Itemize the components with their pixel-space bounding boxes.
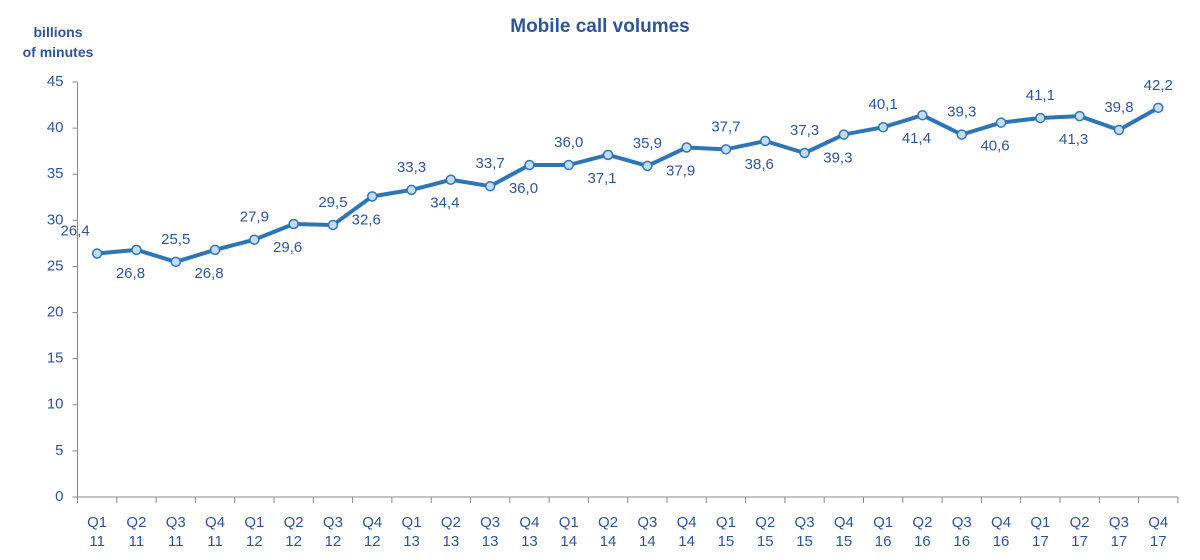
x-tick-label: Q4 14 [676,514,697,550]
data-label: 38,6 [745,156,774,173]
data-label: 41,1 [1026,87,1055,104]
data-label: 32,6 [352,211,381,228]
marker [209,244,221,256]
data-label: 37,3 [790,122,819,139]
marker [1153,102,1164,114]
x-tick-label: Q4 11 [205,514,226,550]
data-label: 39,3 [823,150,852,167]
data-label: 39,3 [947,104,976,121]
x-tick-label: Q3 12 [322,514,343,550]
x-tick-label: Q3 14 [637,514,658,550]
x-tick-label: Q2 16 [912,514,933,550]
marker [760,135,771,147]
marker [681,142,692,153]
y-tick-label: 25 [47,257,64,274]
y-tick-label: 20 [47,304,64,321]
marker [131,244,142,256]
data-label: 36,0 [554,134,583,151]
x-tick-label: Q4 13 [519,514,540,550]
marker [917,109,928,121]
marker [367,191,378,202]
x-tick-label: Q3 11 [165,514,186,550]
data-label: 41,4 [902,130,931,147]
data-label: 25,5 [161,231,190,248]
marker [249,234,260,245]
x-tick-label: Q4 16 [991,514,1012,550]
marker [524,159,535,171]
y-tick-label: 35 [47,165,64,182]
data-label: 37,9 [666,162,695,179]
x-tick-label: Q1 11 [87,514,108,550]
marker [406,184,417,196]
marker [995,117,1007,128]
marker [956,129,967,140]
x-tick-label: Q3 17 [1108,514,1129,550]
x-tick-label: Q4 15 [833,514,854,550]
data-label: 33,3 [397,159,426,176]
y-tick-label: 5 [55,442,63,459]
x-tick-label: Q2 11 [126,514,147,550]
marker [170,256,181,268]
y-tick-label: 10 [47,396,64,413]
line [96,106,1160,264]
y-tick-label: 40 [47,119,64,136]
marker [91,248,103,259]
data-label: 26,4 [61,223,90,240]
y-tick-label: 15 [47,350,64,367]
x-tick-label: Q3 16 [951,514,972,550]
marker [327,219,339,231]
x-tick-label: Q1 14 [558,514,579,550]
data-label: 40,6 [980,138,1009,155]
data-label: 40,1 [869,96,898,113]
x-tick-label: Q4 12 [362,514,383,550]
x-tick-label: Q1 15 [715,514,736,550]
y-tick-label: 45 [47,73,64,90]
x-tick-label: Q2 15 [755,514,776,550]
data-label: 34,4 [430,195,459,212]
y-tick-label: 30 [47,211,64,228]
marker [720,144,732,155]
data-label: 41,3 [1059,131,1088,148]
x-tick-label: Q1 12 [244,514,265,550]
data-label: 37,1 [587,170,616,187]
y-axis-label: billions of minutes [22,24,94,60]
data-label: 39,8 [1104,99,1133,116]
data-label: 29,5 [318,194,347,211]
marker [642,160,653,172]
x-tick-label: Q2 17 [1069,514,1090,550]
marker [1035,112,1046,124]
data-label: 35,9 [633,135,662,152]
x-tick-label: Q3 15 [794,514,815,550]
marker [445,174,457,186]
x-tick-label: Q2 14 [598,514,619,550]
x-tick-label: Q2 13 [440,514,461,550]
x-tick-label: Q3 13 [480,514,501,550]
chart-title: Mobile call volumes [510,16,690,37]
data-label: 29,6 [273,239,302,256]
data-label: 27,9 [240,209,269,226]
x-tick-label: Q1 13 [401,514,422,550]
data-label: 33,7 [476,155,505,172]
x-tick-label: Q1 16 [873,514,894,550]
marker [1113,124,1125,136]
marker [877,121,889,133]
marker [838,129,850,140]
marker [602,149,614,161]
x-tick-label: Q4 17 [1148,514,1169,550]
marker [563,159,574,171]
data-label: 26,8 [194,265,223,282]
marker [484,180,496,192]
x-tick-label: Q1 17 [1030,514,1051,550]
marker [288,218,299,230]
data-label: 37,7 [711,118,740,135]
data-label: 36,0 [509,180,538,197]
x-tick-label: Q2 12 [283,514,304,550]
marker [799,147,810,159]
data-label: 42,2 [1144,77,1173,94]
data-label: 26,8 [116,265,145,282]
marker [1074,110,1085,122]
y-tick-label: 0 [55,488,63,505]
